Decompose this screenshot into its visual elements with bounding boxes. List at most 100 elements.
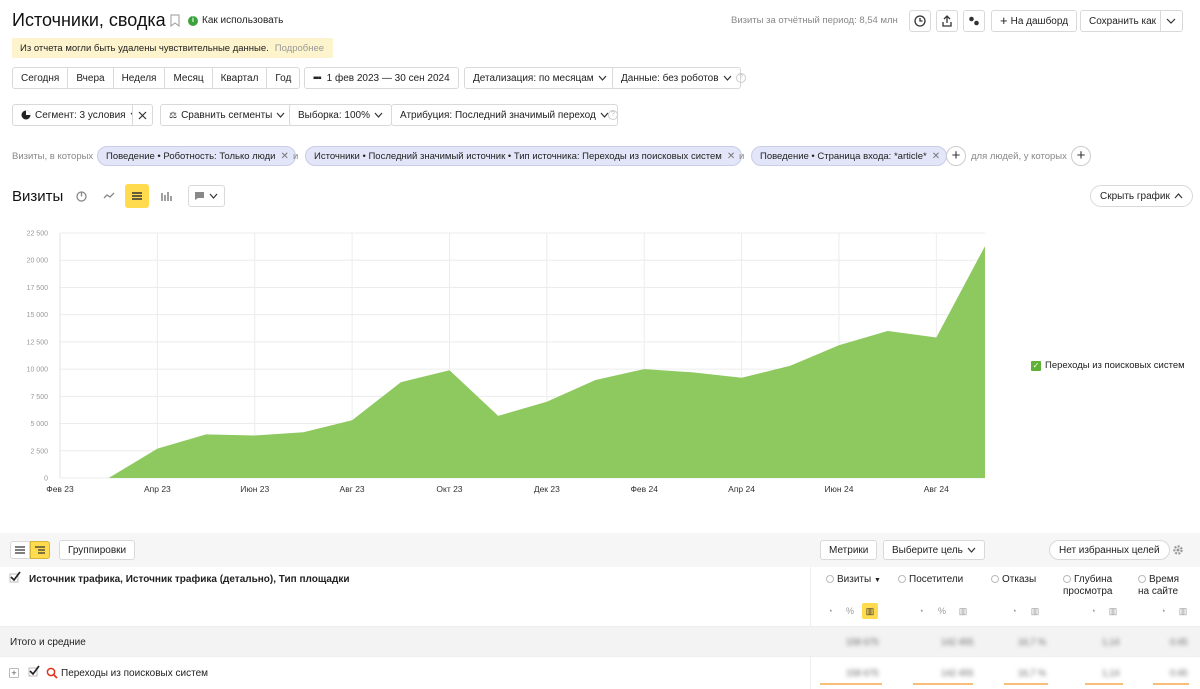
chevron-down-icon: [374, 112, 383, 118]
pie-chart-type-button[interactable]: [72, 187, 90, 205]
search-icon: [46, 667, 58, 682]
bar-chart-type-button[interactable]: [157, 187, 175, 205]
column-time[interactable]: Время на сайте: [1138, 574, 1188, 598]
period-quarter[interactable]: Квартал: [211, 67, 268, 89]
pie-view-icon[interactable]: ◔: [827, 606, 833, 616]
help-icon[interactable]: ?: [736, 73, 746, 83]
y-tick-label: 7 500: [30, 394, 48, 401]
sort-desc-icon: ▼: [873, 577, 881, 584]
save-as-label: Сохранить как: [1089, 15, 1157, 27]
close-icon[interactable]: ✕: [931, 150, 941, 162]
compare-segments-button[interactable]: ⚖ Сравнить сегменты: [160, 104, 295, 126]
pie-view-icon[interactable]: ◔: [1090, 606, 1096, 616]
x-tick-label: Авг 23: [340, 484, 365, 494]
share-button[interactable]: [963, 10, 985, 32]
column-bounces[interactable]: Отказы: [991, 574, 1036, 586]
legend-checkbox[interactable]: ✓: [1031, 360, 1041, 371]
dimension-header[interactable]: Источник трафика, Источник трафика (дета…: [29, 574, 350, 585]
attribution-label: Атрибуция: Последний значимый переход: [400, 109, 596, 121]
line-chart-type-button[interactable]: [100, 187, 118, 205]
segment-clear-button[interactable]: [132, 104, 153, 126]
area-chart-type-button[interactable]: [125, 184, 149, 208]
bar-view-icon[interactable]: ▥: [1108, 605, 1118, 616]
chart-legend[interactable]: ✓ Переходы из поисковых систем: [1031, 360, 1185, 371]
row-checkbox[interactable]: [28, 665, 40, 680]
export-button[interactable]: [936, 10, 958, 32]
totals-time: 0:45: [1170, 637, 1188, 647]
period-today[interactable]: Сегодня: [12, 67, 69, 89]
period-year[interactable]: Год: [266, 67, 301, 89]
y-tick-label: 17 500: [27, 285, 49, 292]
favorite-goals-button[interactable]: Нет избранных целей: [1049, 540, 1170, 560]
add-condition-button[interactable]: +: [946, 146, 966, 166]
attribution-dropdown[interactable]: Атрибуция: Последний значимый переход: [391, 104, 618, 126]
pie-view-icon[interactable]: ◔: [1160, 606, 1166, 616]
y-tick-label: 2 500: [30, 448, 48, 455]
filter-chip-entry-page[interactable]: Поведение • Страница входа: *article* ✕: [751, 146, 948, 166]
gear-icon[interactable]: [1172, 544, 1184, 556]
add-to-dashboard-button[interactable]: + На дашборд: [991, 10, 1078, 32]
close-icon[interactable]: ✕: [726, 150, 736, 162]
period-month[interactable]: Месяц: [164, 67, 213, 89]
annotations-dropdown[interactable]: [188, 185, 225, 207]
date-range-button[interactable]: ▪▪▪ 1 фев 2023 — 30 сен 2024: [304, 67, 459, 89]
segment-dropdown[interactable]: Сегмент: 3 условия: [12, 104, 148, 126]
filters-suffix: для людей, у которых: [971, 151, 1067, 162]
how-to-use-link[interactable]: i Как использовать: [188, 15, 283, 26]
notice-more-link[interactable]: Подробнее: [274, 42, 325, 54]
save-as-button[interactable]: Сохранить как: [1080, 10, 1161, 32]
groupings-button[interactable]: Группировки: [59, 540, 136, 560]
percent-view-icon[interactable]: %: [937, 606, 946, 616]
table-header: [0, 567, 1200, 627]
column-visits[interactable]: Визиты ▼: [826, 574, 881, 587]
y-tick-label: 12 500: [27, 339, 49, 346]
date-range-label: 1 фев 2023 — 30 сен 2024: [326, 72, 450, 84]
column-visits-label: Визиты: [837, 574, 872, 585]
sample-label: Выборка: 100%: [298, 109, 370, 121]
close-icon[interactable]: ✕: [280, 150, 289, 162]
detail-dropdown[interactable]: Детализация: по месяцам: [464, 67, 616, 89]
legend-series-label: Переходы из поисковых систем: [1045, 360, 1185, 371]
pie-view-icon[interactable]: ◔: [1011, 606, 1017, 616]
metrics-button[interactable]: Метрики: [820, 540, 878, 560]
expand-row-button[interactable]: +: [9, 668, 19, 678]
x-tick-label: Дек 23: [534, 484, 560, 494]
save-as-dropdown[interactable]: [1160, 10, 1183, 32]
sample-dropdown[interactable]: Выборка: 100%: [289, 104, 392, 126]
dimension-checkbox[interactable]: [9, 571, 21, 586]
bar-view-icon[interactable]: ▥: [1030, 605, 1040, 616]
list-view-button[interactable]: [10, 541, 30, 559]
column-depth[interactable]: Глубина просмотра: [1063, 574, 1123, 598]
percent-view-icon[interactable]: %: [845, 606, 854, 616]
detail-label: Детализация: по месяцам: [473, 72, 594, 84]
compare-label: Сравнить сегменты: [181, 109, 273, 121]
row-depth: 1,14: [1102, 668, 1120, 678]
bar-view-icon[interactable]: ▥: [1178, 605, 1188, 616]
help-icon[interactable]: ?: [608, 110, 618, 120]
pie-icon: [21, 110, 31, 120]
column-visitors[interactable]: Посетители: [898, 574, 963, 586]
row-bar-indicator: [913, 683, 973, 685]
data-filter-dropdown[interactable]: Данные: без роботов: [612, 67, 741, 89]
filter-chip-source[interactable]: Источники • Последний значимый источник …: [305, 146, 743, 166]
filter-chip-robots[interactable]: Поведение • Роботность: Только люди ✕: [97, 146, 296, 166]
chevron-down-icon: [276, 112, 285, 118]
hide-chart-button[interactable]: Скрыть график: [1090, 185, 1193, 207]
y-tick-label: 15 000: [27, 312, 49, 319]
tree-view-button[interactable]: [30, 541, 50, 559]
goal-dropdown[interactable]: Выберите цель: [883, 540, 985, 560]
row-label[interactable]: Переходы из поисковых систем: [61, 668, 209, 679]
add-people-condition-button[interactable]: +: [1071, 146, 1091, 166]
bar-view-icon[interactable]: ▥: [958, 605, 968, 616]
history-button[interactable]: [909, 10, 931, 32]
chevron-down-icon: [209, 193, 218, 199]
pie-view-icon[interactable]: ◔: [918, 606, 924, 616]
bar-view-icon[interactable]: ▥: [862, 603, 878, 619]
bookmark-icon[interactable]: [170, 14, 180, 27]
notice-text: Из отчета могли быть удалены чувствитель…: [20, 42, 269, 54]
x-tick-label: Апр 24: [728, 484, 755, 494]
line-chart-icon: [103, 192, 115, 199]
info-icon: i: [188, 15, 198, 26]
period-week[interactable]: Неделя: [112, 67, 166, 89]
period-yesterday[interactable]: Вчера: [67, 67, 114, 89]
